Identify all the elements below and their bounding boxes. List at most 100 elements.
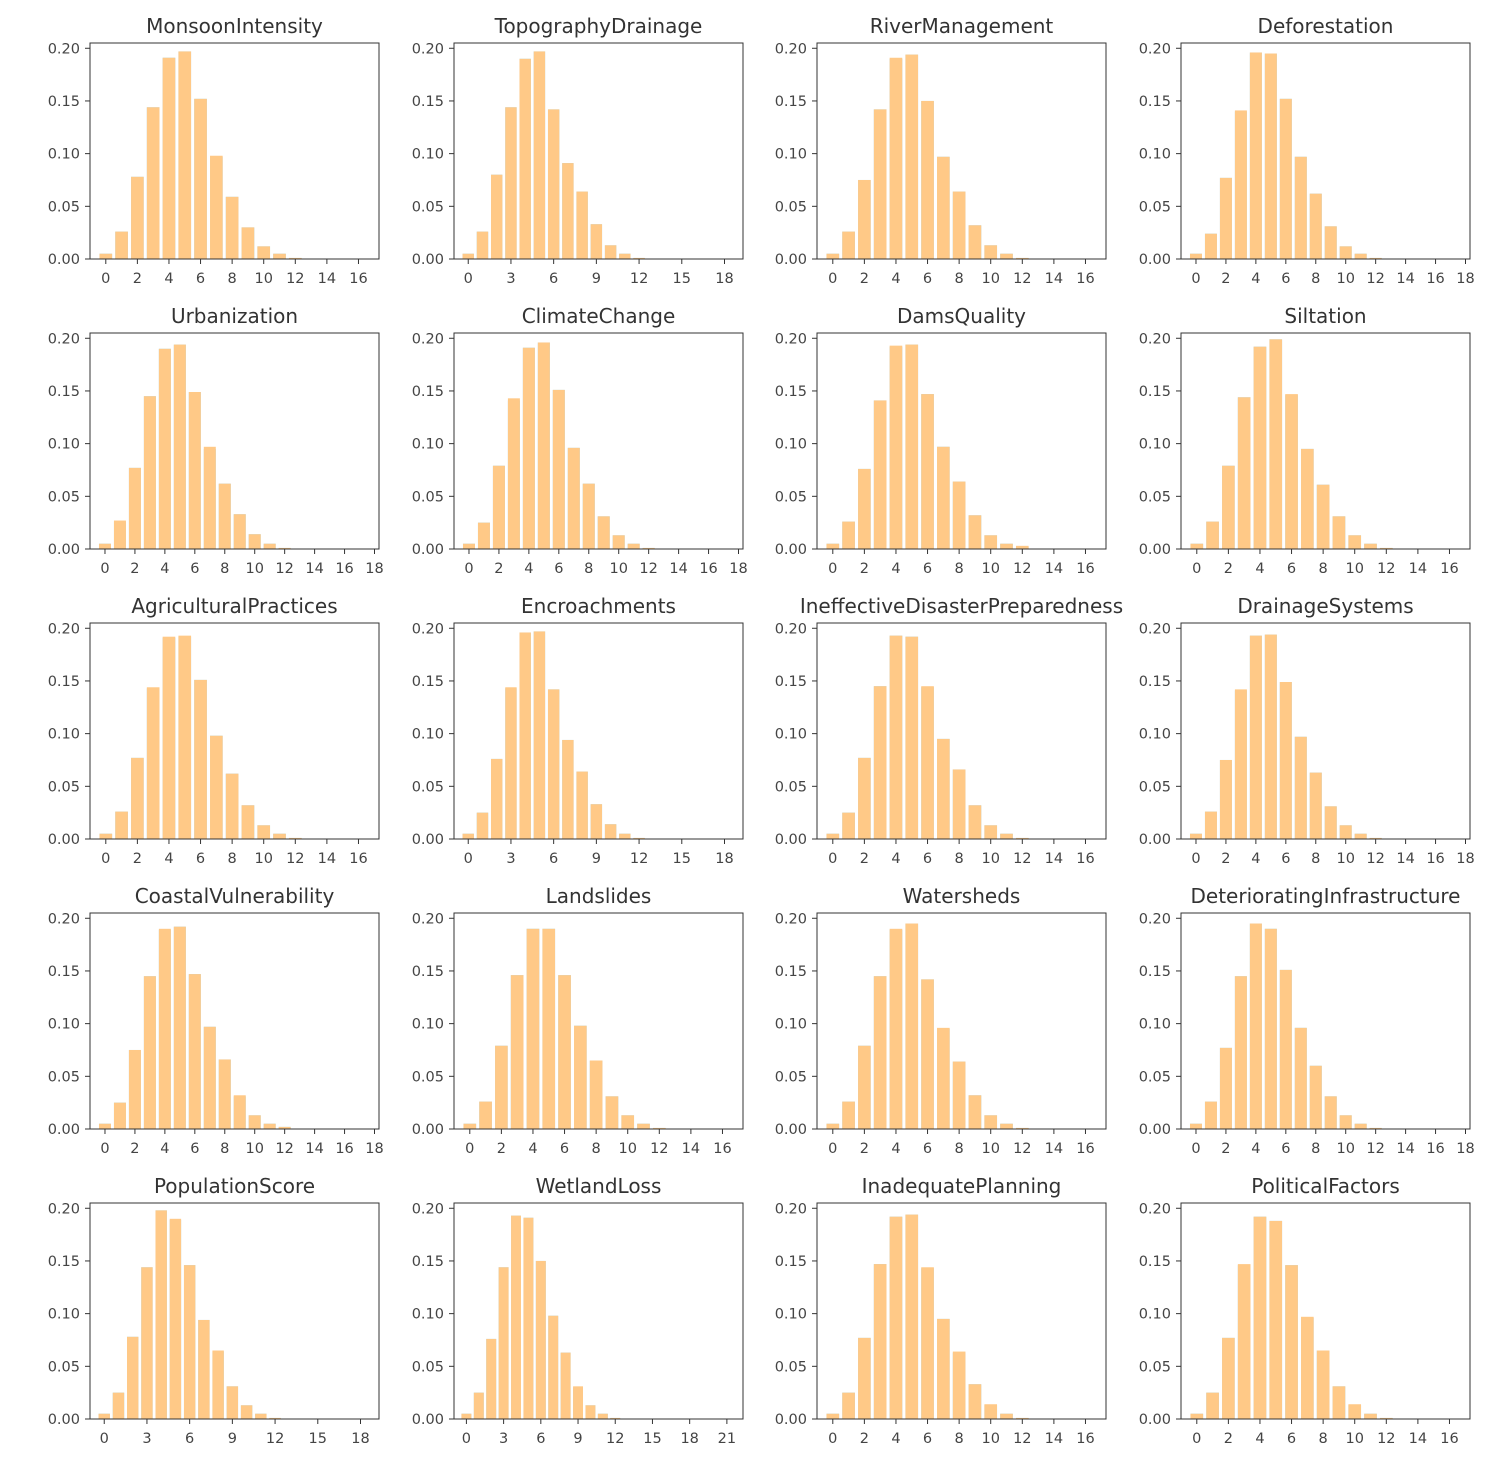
x-tick-label: 6 (923, 1431, 932, 1447)
histogram-bar (1324, 1096, 1337, 1129)
histogram-bar (968, 1384, 982, 1419)
x-tick-label: 8 (955, 851, 964, 867)
x-tick-label: 10 (1336, 1141, 1354, 1157)
y-tick-label: 0.00 (1138, 542, 1170, 558)
histogram-bar (1189, 253, 1202, 259)
y-tick-label: 0.00 (48, 252, 80, 268)
histogram-bar (98, 1123, 111, 1129)
histogram-bar (257, 246, 271, 259)
histogram-bar (112, 1392, 125, 1419)
chart-panel: DamsQuality 0.00 0.05 0.10 0.15 0.20 0 2 4 6 8 10 12… (727, 290, 1107, 580)
chart-title: Deforestation (1257, 14, 1393, 38)
chart-panel: Landslides 0.00 0.05 0.10 0.15 0.20 0 2 4 6 8 10 12 1… (364, 870, 743, 1160)
y-tick-label: 0.20 (775, 1201, 807, 1217)
y-tick-label: 0.20 (775, 331, 807, 347)
x-tick-label: 12 (275, 1141, 293, 1157)
x-tick-label: 2 (1221, 1141, 1230, 1157)
x-tick-label: 14 (1396, 271, 1414, 287)
x-tick-label: 0 (101, 271, 110, 287)
histogram-bar (968, 225, 982, 259)
x-tick-label: 4 (1255, 561, 1264, 577)
histogram-bar (937, 446, 950, 549)
y-tick-label: 0.15 (411, 384, 443, 400)
histogram-chart: TopographyDrainage 0.00 0.05 0.10 0.15 0.20 0 3… (411, 14, 743, 287)
histogram-bar (210, 735, 223, 839)
x-tick-label: 0 (1192, 1431, 1201, 1447)
histogram-bar (984, 825, 998, 839)
histogram-bar (462, 543, 475, 549)
histogram-bar (510, 1215, 521, 1419)
histogram-bar (173, 926, 186, 1129)
x-tick-label: 0 (828, 561, 837, 577)
histogram-bar (1300, 448, 1314, 549)
y-tick-label: 0.10 (775, 727, 807, 743)
histogram-bar (1347, 535, 1361, 549)
histogram-bar (905, 1214, 919, 1419)
y-tick-label: 0.15 (48, 1254, 80, 1270)
histogram-bar (858, 757, 871, 839)
histogram-bar (842, 1392, 855, 1419)
histogram-bar (547, 109, 559, 259)
x-tick-label: 2 (860, 1431, 869, 1447)
histogram-bar (99, 253, 113, 259)
histogram-bar (518, 58, 531, 260)
chart-title: DamsQuality (897, 304, 1026, 328)
chart-title: PoliticalFactors (1251, 1174, 1400, 1198)
x-tick-label: 0 (828, 1141, 837, 1157)
y-tick-label: 0.15 (775, 1254, 807, 1270)
x-tick-label: 10 (981, 1141, 999, 1157)
histogram-bar (535, 1260, 546, 1419)
histogram-bar (1219, 177, 1232, 259)
chart-panel: MonsoonIntensity 0.00 0.05 0.10 0.15 0.20 0 2 4 6… (0, 0, 380, 290)
plot-frame (1180, 1202, 1470, 1420)
chart-panel: DeterioratingInfrastructure 0.00 0.05 0.10 0… (1091, 870, 1474, 1160)
y-tick-label: 0.20 (48, 1201, 80, 1217)
x-tick-label: 6 (196, 851, 205, 867)
x-tick-label: 15 (309, 1431, 327, 1447)
histogram-bar (889, 1216, 903, 1419)
x-tick-label: 6 (190, 561, 199, 577)
x-tick-label: 0 (464, 561, 473, 577)
plot-frame (1180, 912, 1470, 1130)
histogram-chart: Watersheds 0.00 0.05 0.10 0.15 0.20 0 2 4 6 8 10 12 1… (775, 884, 1107, 1157)
histogram-bar (842, 812, 855, 839)
histogram-bar (952, 769, 966, 839)
histogram-bar (477, 522, 490, 549)
histogram-bar (1354, 253, 1367, 259)
x-tick-label: 6 (923, 271, 932, 287)
histogram-bar (1339, 246, 1352, 259)
histogram-bar (128, 1049, 141, 1129)
chart-panel: DrainageSystems 0.00 0.05 0.10 0.15 0.20 0 2 4 6 8… (1091, 580, 1474, 870)
histogram-bar (127, 1336, 139, 1419)
x-tick-label: 12 (650, 1141, 668, 1157)
histogram-bar (889, 635, 903, 839)
x-tick-label: 12 (1366, 851, 1384, 867)
plot-frame (89, 42, 380, 260)
histogram-bar (255, 1413, 267, 1419)
y-tick-label: 0.00 (775, 542, 807, 558)
x-tick-label: 3 (506, 851, 515, 867)
histogram-bar (590, 224, 602, 259)
x-tick-label: 18 (351, 1431, 369, 1447)
x-tick-label: 12 (1013, 561, 1031, 577)
plot-frame (816, 912, 1107, 1130)
y-tick-label: 0.15 (1138, 964, 1170, 980)
x-tick-label: 2 (133, 271, 142, 287)
chart-panel: WetlandLoss 0.00 0.05 0.10 0.15 0.20 0 3 6 9 12 15 1… (364, 1160, 743, 1450)
x-tick-label: 12 (606, 1431, 624, 1447)
histogram-bar (476, 812, 488, 839)
histogram-bar (178, 51, 192, 260)
y-tick-label: 0.10 (411, 437, 443, 453)
histogram-bar (218, 1059, 231, 1129)
histogram-bar (1249, 923, 1262, 1129)
histogram-bar (141, 1267, 153, 1419)
x-tick-label: 10 (1345, 1431, 1363, 1447)
histogram-bar (1221, 465, 1235, 549)
x-tick-label: 18 (1456, 851, 1474, 867)
histogram-bar (1363, 1413, 1377, 1419)
histogram-bar (1339, 825, 1352, 839)
histogram-bar (1347, 1404, 1361, 1419)
x-tick-label: 18 (729, 561, 747, 577)
histogram-bar (146, 107, 160, 260)
histogram-bar (494, 1045, 508, 1129)
